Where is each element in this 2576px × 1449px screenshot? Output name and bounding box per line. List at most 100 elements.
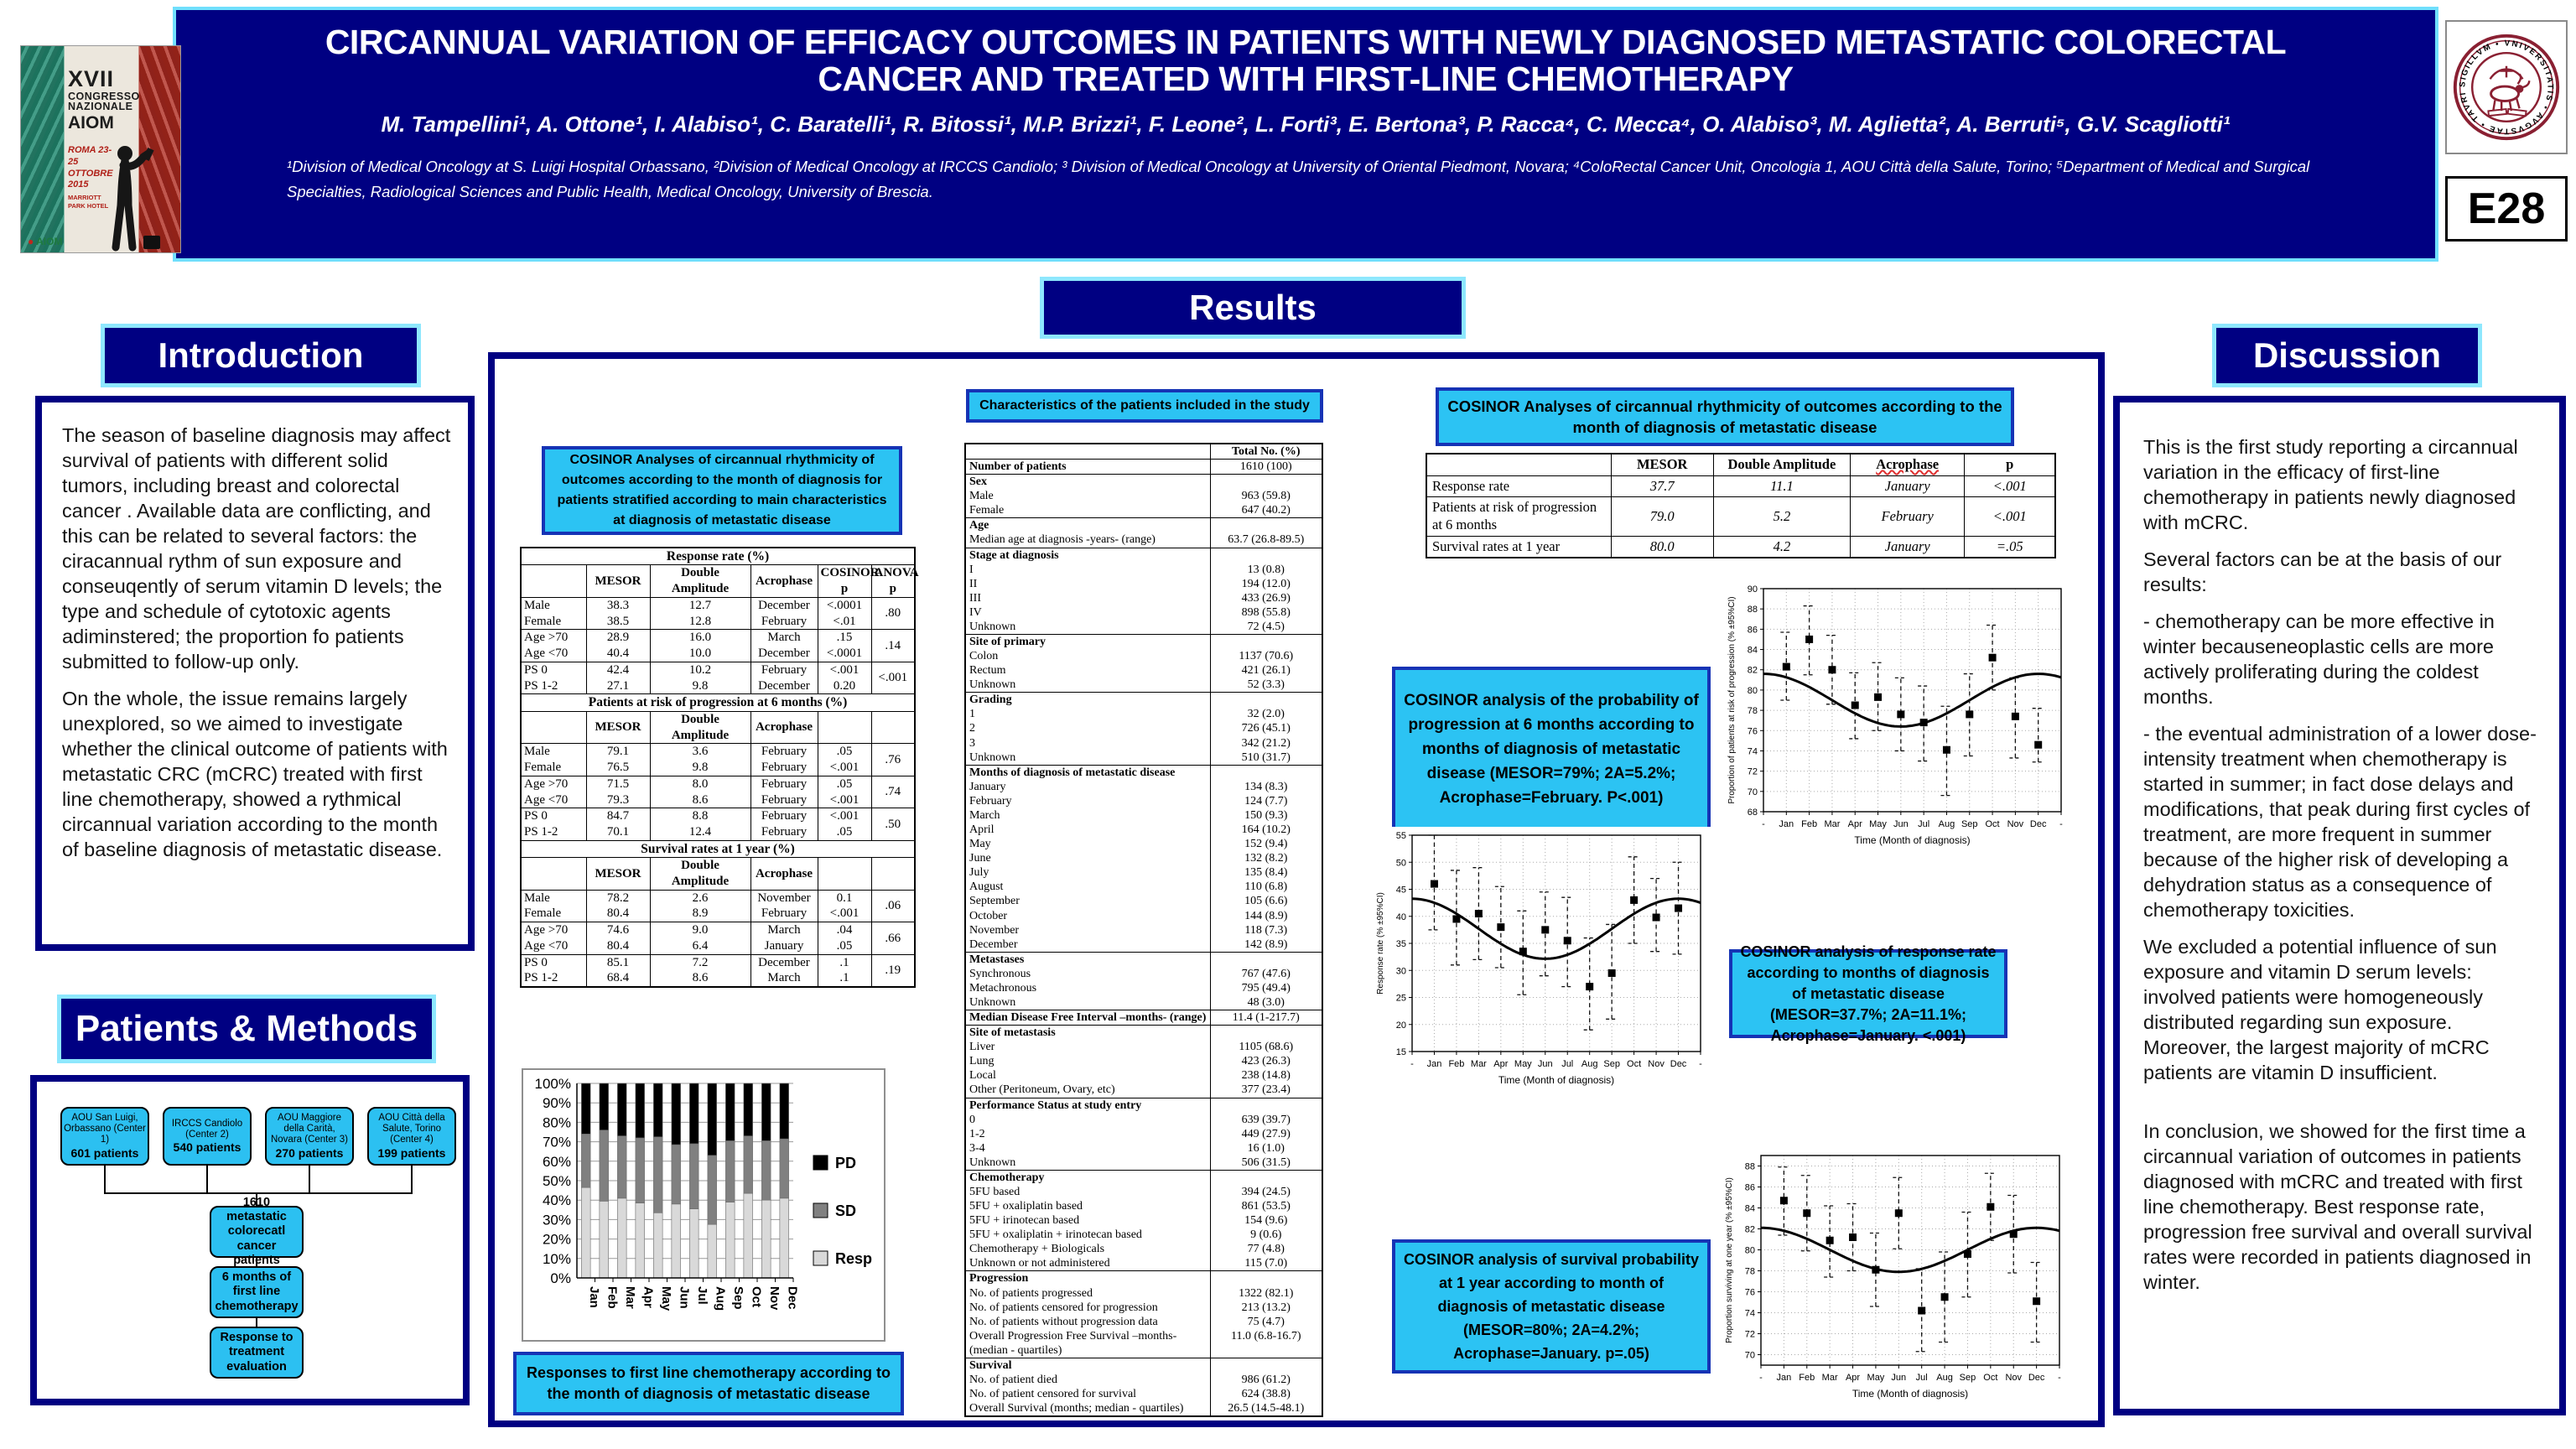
svg-text:80%: 80% bbox=[543, 1114, 571, 1130]
table-row: 5FU + irinotecan based 154 (9.6) bbox=[965, 1213, 1322, 1228]
table-row: November 118 (7.3) bbox=[965, 922, 1322, 937]
flow-connector bbox=[104, 1166, 106, 1192]
svg-text:-: - bbox=[2059, 819, 2063, 829]
svg-text:Jun: Jun bbox=[1538, 1059, 1553, 1069]
svg-text:40%: 40% bbox=[543, 1192, 571, 1208]
center-name: AOU San Luigi, Orbassano (Center 1) bbox=[64, 1112, 146, 1145]
center-patients: 199 patients bbox=[377, 1145, 446, 1160]
table-row: Patients at risk of progression at 6 mon… bbox=[1426, 496, 2056, 537]
table-row: Age <70 40.4 10.0 December <.0001 bbox=[520, 646, 915, 662]
svg-text:Apr: Apr bbox=[641, 1286, 655, 1308]
flow-connector bbox=[104, 1192, 413, 1194]
svg-text:90: 90 bbox=[1748, 584, 1758, 595]
svg-text:Time (Month of diagnosis): Time (Month of diagnosis) bbox=[1852, 1388, 1968, 1400]
introduction-title: Introduction bbox=[101, 324, 421, 387]
discussion-paragraph: - chemotherapy can be more effective in … bbox=[2143, 610, 2495, 708]
svg-text:80: 80 bbox=[1745, 1246, 1755, 1256]
table-row: Male 963 (59.8) bbox=[965, 489, 1322, 504]
svg-text:Apr: Apr bbox=[1846, 1373, 1860, 1383]
congress-line3: AIOM bbox=[68, 113, 114, 133]
svg-text:55: 55 bbox=[1396, 831, 1406, 841]
table-row: 5FU + oxaliplatin + irinotecan based 9 (0… bbox=[965, 1228, 1322, 1243]
congress-roman: XVII bbox=[68, 66, 115, 91]
survival-cosinor-chart: 70 72 74 76 78 80 82 84 86 88 - Jan Feb Mar Apr May Jun J… bbox=[1721, 1147, 2070, 1404]
svg-text:78: 78 bbox=[1745, 1267, 1755, 1277]
table-row: Site of primary bbox=[965, 634, 1322, 650]
svg-text:Mar: Mar bbox=[1822, 1373, 1838, 1383]
table-row: Metachronous 795 (49.4) bbox=[965, 980, 1322, 995]
callout-bar-caption: Responses to first line chemotherapy acc… bbox=[513, 1352, 904, 1415]
table-row: December 142 (8.9) bbox=[965, 937, 1322, 953]
callout-outcomes: COSINOR Analyses of circannual rhythmici… bbox=[1436, 387, 2014, 446]
svg-text:Nov: Nov bbox=[767, 1286, 782, 1311]
table-row: Lung 423 (26.3) bbox=[965, 1054, 1322, 1069]
table-row: 5FU + oxaliplatin based 861 (53.5) bbox=[965, 1199, 1322, 1214]
aiom-logo: ● AIOM bbox=[28, 236, 63, 247]
congress-line1: CONGRESSO bbox=[68, 90, 140, 102]
flow-connector bbox=[256, 1258, 257, 1266]
svg-text:Feb: Feb bbox=[1448, 1059, 1464, 1069]
table-row: 2 726 (45.1) bbox=[965, 721, 1322, 736]
svg-text:Time (Month of diagnosis): Time (Month of diagnosis) bbox=[1854, 834, 1970, 846]
table-row: Age >70 74.6 9.0 March .04.66 bbox=[520, 922, 916, 955]
table-row: No. of patients without progression data… bbox=[965, 1314, 1322, 1329]
svg-text:0%: 0% bbox=[550, 1270, 571, 1286]
svg-text:Sep: Sep bbox=[1603, 1059, 1620, 1069]
svg-text:88: 88 bbox=[1748, 605, 1758, 615]
svg-text:70%: 70% bbox=[543, 1135, 571, 1150]
table-row: June 132 (8.2) bbox=[965, 851, 1322, 866]
table-row: Female 76.5 9.8 February <.001 bbox=[520, 760, 915, 776]
svg-text:Apr: Apr bbox=[1848, 819, 1862, 829]
stratified-table-wrap: Response rate (%) MESOR Double Amplitude Ac… bbox=[520, 547, 919, 989]
callout-response: COSINOR analysis of response rate accord… bbox=[1729, 943, 2007, 1044]
table-row: Unknown or not administered 115 (7.0) bbox=[965, 1256, 1322, 1271]
table-row: 5FU based 394 (24.5) bbox=[965, 1184, 1322, 1200]
congress-venue: ROMA 23-25 OTTOBRE 2015 bbox=[68, 145, 113, 190]
svg-text:Dec: Dec bbox=[2028, 1373, 2045, 1383]
discussion-paragraph: This is the first study reporting a circ… bbox=[2143, 436, 2518, 533]
svg-text:May: May bbox=[659, 1286, 673, 1311]
painter-silhouette-icon bbox=[112, 146, 160, 252]
table-row: No. of patients censored for progression… bbox=[965, 1300, 1322, 1315]
svg-text:Proportion surviving at one ye: Proportion surviving at one year (% ±95%… bbox=[1725, 1177, 1734, 1343]
table-row: Unknown 506 (31.5) bbox=[965, 1155, 1322, 1171]
svg-text:86: 86 bbox=[1748, 625, 1758, 635]
table-row: Chemotherapy bbox=[965, 1169, 1322, 1185]
svg-text:May: May bbox=[1514, 1059, 1532, 1069]
flow-step-2: 6 months of first line chemotherapy bbox=[210, 1266, 304, 1318]
table-row: Age >70 28.9 16.0 March .15.14 bbox=[520, 629, 916, 662]
table-row: III 433 (26.9) bbox=[965, 590, 1322, 605]
congress-hotel: MARRIOTT PARK HOTEL bbox=[68, 194, 109, 210]
table-row: Other (Peritoneum, Ovary, etc) 377 (23.4) bbox=[965, 1083, 1322, 1098]
table-row: No. of patients progressed 1322 (82.1) bbox=[965, 1285, 1322, 1301]
outcomes-table: MESOR Double Amplitude Acrophase p Response … bbox=[1426, 453, 2056, 559]
svg-text:Resp: Resp bbox=[835, 1250, 872, 1267]
svg-text:Oct: Oct bbox=[1983, 1373, 1997, 1383]
svg-text:74: 74 bbox=[1748, 746, 1758, 756]
poster-red-band bbox=[138, 46, 180, 252]
table-row: January 134 (8.3) bbox=[965, 779, 1322, 794]
table-row: Unknown 52 (3.3) bbox=[965, 678, 1322, 693]
flow-center-4: AOU Città della Salute, Torino (Center 4… bbox=[367, 1107, 456, 1166]
table-row: PS 1-2 68.4 8.6 March .1 bbox=[520, 970, 915, 988]
svg-text:Sep: Sep bbox=[731, 1286, 745, 1310]
svg-text:SD: SD bbox=[835, 1202, 856, 1219]
table-row: Colon 1137 (70.6) bbox=[965, 649, 1322, 664]
svg-text:25: 25 bbox=[1396, 994, 1406, 1004]
intro-paragraph-1: The season of baseline diagnosis may aff… bbox=[62, 424, 451, 673]
discussion-paragraph: Several factors can be at the basis of o… bbox=[2143, 548, 2502, 595]
center-patients: 601 patients bbox=[70, 1145, 139, 1160]
svg-text:May: May bbox=[1867, 1373, 1885, 1383]
svg-text:Jan: Jan bbox=[1779, 819, 1794, 829]
svg-text:76: 76 bbox=[1748, 726, 1758, 736]
svg-text:-: - bbox=[1699, 1059, 1702, 1069]
svg-text:PD: PD bbox=[835, 1155, 856, 1171]
congress-poster-image: XVII CONGRESSO NAZIONALE AIOM ROMA 23-25… bbox=[20, 45, 181, 253]
svg-text:82: 82 bbox=[1748, 666, 1758, 676]
table-row: 1-2 449 (27.9) bbox=[965, 1126, 1322, 1141]
table-row: Survival rates at 1 year 80.0 4.2 January =.… bbox=[1426, 535, 2056, 558]
svg-text:Sep: Sep bbox=[1961, 819, 1978, 829]
svg-text:Response rate (% ±95%CI): Response rate (% ±95%CI) bbox=[1376, 892, 1385, 995]
table-row: Stage at diagnosis bbox=[965, 547, 1322, 563]
